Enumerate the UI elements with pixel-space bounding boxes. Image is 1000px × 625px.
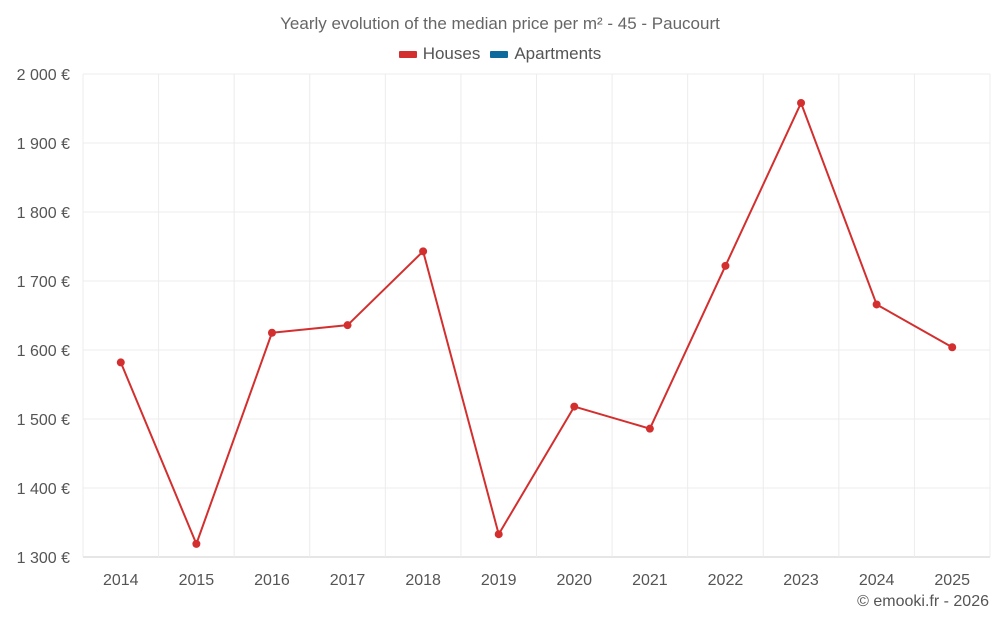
x-tick-label: 2017 (330, 572, 366, 589)
legend-swatch-apartments (490, 50, 509, 58)
data-point (872, 300, 881, 309)
y-tick-label: 1 800 € (17, 205, 70, 222)
legend-label-houses: Houses (422, 44, 481, 63)
y-tick-label: 1 600 € (17, 343, 70, 360)
legend-item-apartments[interactable]: Apartments (490, 44, 601, 64)
data-point (645, 424, 654, 433)
x-tick-label: 2025 (934, 572, 970, 589)
data-point (797, 98, 806, 107)
x-tick-label: 2022 (708, 572, 744, 589)
chart-legend: Houses Apartments (0, 44, 1000, 64)
x-tick-label: 2023 (783, 572, 819, 589)
legend-label-apartments: Apartments (514, 44, 602, 63)
x-tick-label: 2020 (556, 572, 592, 589)
legend-item-houses[interactable]: Houses (398, 44, 481, 64)
x-tick-label: 2019 (481, 572, 517, 589)
data-point (494, 530, 503, 539)
x-tick-label: 2024 (859, 572, 895, 589)
y-tick-label: 1 500 € (17, 412, 70, 429)
x-tick-label: 2021 (632, 572, 668, 589)
chart-title: Yearly evolution of the median price per… (280, 14, 720, 33)
legend-swatch-houses (398, 50, 417, 58)
data-point (343, 321, 352, 330)
x-tick-label: 2014 (103, 572, 139, 589)
data-point (116, 358, 125, 367)
x-tick-label: 2018 (405, 572, 441, 589)
y-tick-label: 1 700 € (17, 274, 70, 291)
credit-text: © emooki.fr - 2026 (857, 593, 989, 610)
y-tick-label: 1 300 € (17, 550, 70, 567)
data-point (721, 261, 730, 270)
y-tick-label: 1 400 € (17, 481, 70, 498)
x-tick-label: 2016 (254, 572, 290, 589)
y-tick-label: 2 000 € (17, 67, 70, 84)
data-point (267, 328, 276, 337)
data-point (192, 539, 201, 548)
data-point (570, 402, 579, 411)
y-tick-label: 1 900 € (17, 136, 70, 153)
series-line-houses (119, 101, 953, 545)
data-point (948, 343, 957, 352)
x-tick-label: 2015 (179, 572, 215, 589)
data-point (419, 247, 428, 256)
